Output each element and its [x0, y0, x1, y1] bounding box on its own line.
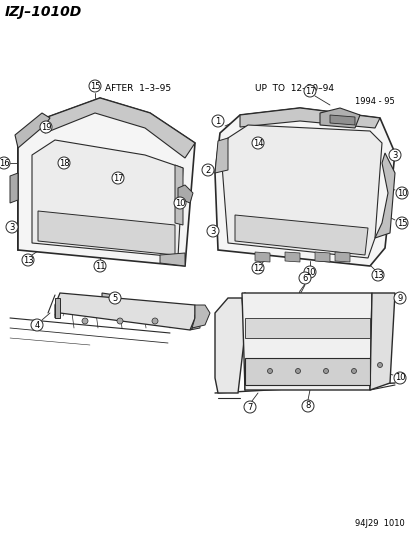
Polygon shape	[244, 358, 369, 385]
Polygon shape	[32, 140, 183, 257]
Circle shape	[351, 368, 356, 374]
Circle shape	[31, 319, 43, 331]
Circle shape	[252, 137, 263, 149]
Polygon shape	[18, 98, 195, 266]
Circle shape	[295, 368, 300, 374]
Circle shape	[243, 401, 255, 413]
Circle shape	[371, 269, 383, 281]
Text: 17: 17	[112, 174, 123, 182]
Text: IZJ–1010D: IZJ–1010D	[5, 5, 82, 19]
Polygon shape	[374, 153, 394, 238]
Circle shape	[0, 157, 10, 169]
Text: 18: 18	[59, 158, 69, 167]
Text: 94J29  1010: 94J29 1010	[354, 519, 404, 528]
Text: 17: 17	[304, 86, 315, 95]
Polygon shape	[175, 165, 183, 225]
Text: 10: 10	[394, 374, 404, 383]
Text: 4: 4	[34, 320, 40, 329]
Text: 9: 9	[396, 294, 402, 303]
Circle shape	[40, 121, 52, 133]
Circle shape	[211, 115, 223, 127]
Text: 19: 19	[40, 123, 51, 132]
Polygon shape	[214, 138, 228, 173]
Circle shape	[393, 372, 405, 384]
Text: 6: 6	[301, 273, 307, 282]
Polygon shape	[319, 108, 359, 128]
Circle shape	[109, 292, 121, 304]
Polygon shape	[221, 125, 381, 258]
Circle shape	[152, 318, 158, 324]
Text: 8: 8	[304, 401, 310, 410]
Circle shape	[303, 266, 315, 278]
Circle shape	[206, 225, 218, 237]
Text: AFTER  1–3–95: AFTER 1–3–95	[105, 84, 171, 93]
Text: 15: 15	[90, 82, 100, 91]
Text: 10: 10	[304, 268, 314, 277]
Polygon shape	[55, 298, 60, 318]
Polygon shape	[369, 293, 394, 390]
Text: 15: 15	[396, 219, 406, 228]
Text: 11: 11	[95, 262, 105, 271]
Text: 5: 5	[112, 294, 117, 303]
Polygon shape	[314, 252, 329, 262]
Polygon shape	[15, 113, 50, 148]
Polygon shape	[334, 252, 349, 262]
Circle shape	[303, 85, 315, 97]
Polygon shape	[190, 313, 199, 330]
Text: 7: 7	[247, 402, 252, 411]
Circle shape	[267, 368, 272, 374]
Text: 3: 3	[210, 227, 215, 236]
Polygon shape	[55, 293, 195, 330]
Text: 1: 1	[215, 117, 220, 125]
Polygon shape	[192, 305, 209, 328]
Polygon shape	[214, 298, 244, 393]
Circle shape	[94, 260, 106, 272]
Circle shape	[82, 318, 88, 324]
Text: 1994 - 95: 1994 - 95	[354, 96, 394, 106]
Text: 12: 12	[252, 263, 263, 272]
Circle shape	[117, 318, 123, 324]
Circle shape	[301, 400, 313, 412]
Text: UP  TO  12–30–94: UP TO 12–30–94	[255, 84, 334, 93]
Polygon shape	[45, 98, 195, 158]
Circle shape	[395, 187, 407, 199]
Circle shape	[323, 368, 328, 374]
Polygon shape	[38, 211, 175, 255]
Text: 14: 14	[252, 139, 263, 148]
Polygon shape	[159, 253, 185, 266]
Polygon shape	[178, 185, 192, 203]
Circle shape	[252, 262, 263, 274]
Polygon shape	[244, 318, 369, 338]
Circle shape	[388, 149, 400, 161]
Circle shape	[89, 80, 101, 92]
Circle shape	[298, 272, 310, 284]
Polygon shape	[242, 293, 371, 390]
Circle shape	[58, 157, 70, 169]
Circle shape	[173, 197, 185, 209]
Circle shape	[395, 217, 407, 229]
Text: 10: 10	[174, 198, 185, 207]
Circle shape	[393, 292, 405, 304]
Polygon shape	[235, 215, 367, 255]
Circle shape	[202, 164, 214, 176]
Circle shape	[377, 362, 382, 367]
Polygon shape	[214, 108, 394, 266]
Text: 3: 3	[9, 222, 14, 231]
Circle shape	[112, 172, 124, 184]
Text: 13: 13	[372, 271, 382, 279]
Polygon shape	[284, 252, 299, 262]
Polygon shape	[10, 173, 18, 203]
Text: 3: 3	[392, 150, 397, 159]
Text: 13: 13	[23, 255, 33, 264]
Polygon shape	[102, 293, 115, 318]
Circle shape	[22, 254, 34, 266]
Text: 10: 10	[396, 189, 406, 198]
Text: 2: 2	[205, 166, 210, 174]
Polygon shape	[240, 108, 379, 128]
Polygon shape	[329, 115, 354, 125]
Polygon shape	[254, 252, 269, 262]
Text: 16: 16	[0, 158, 9, 167]
Circle shape	[6, 221, 18, 233]
